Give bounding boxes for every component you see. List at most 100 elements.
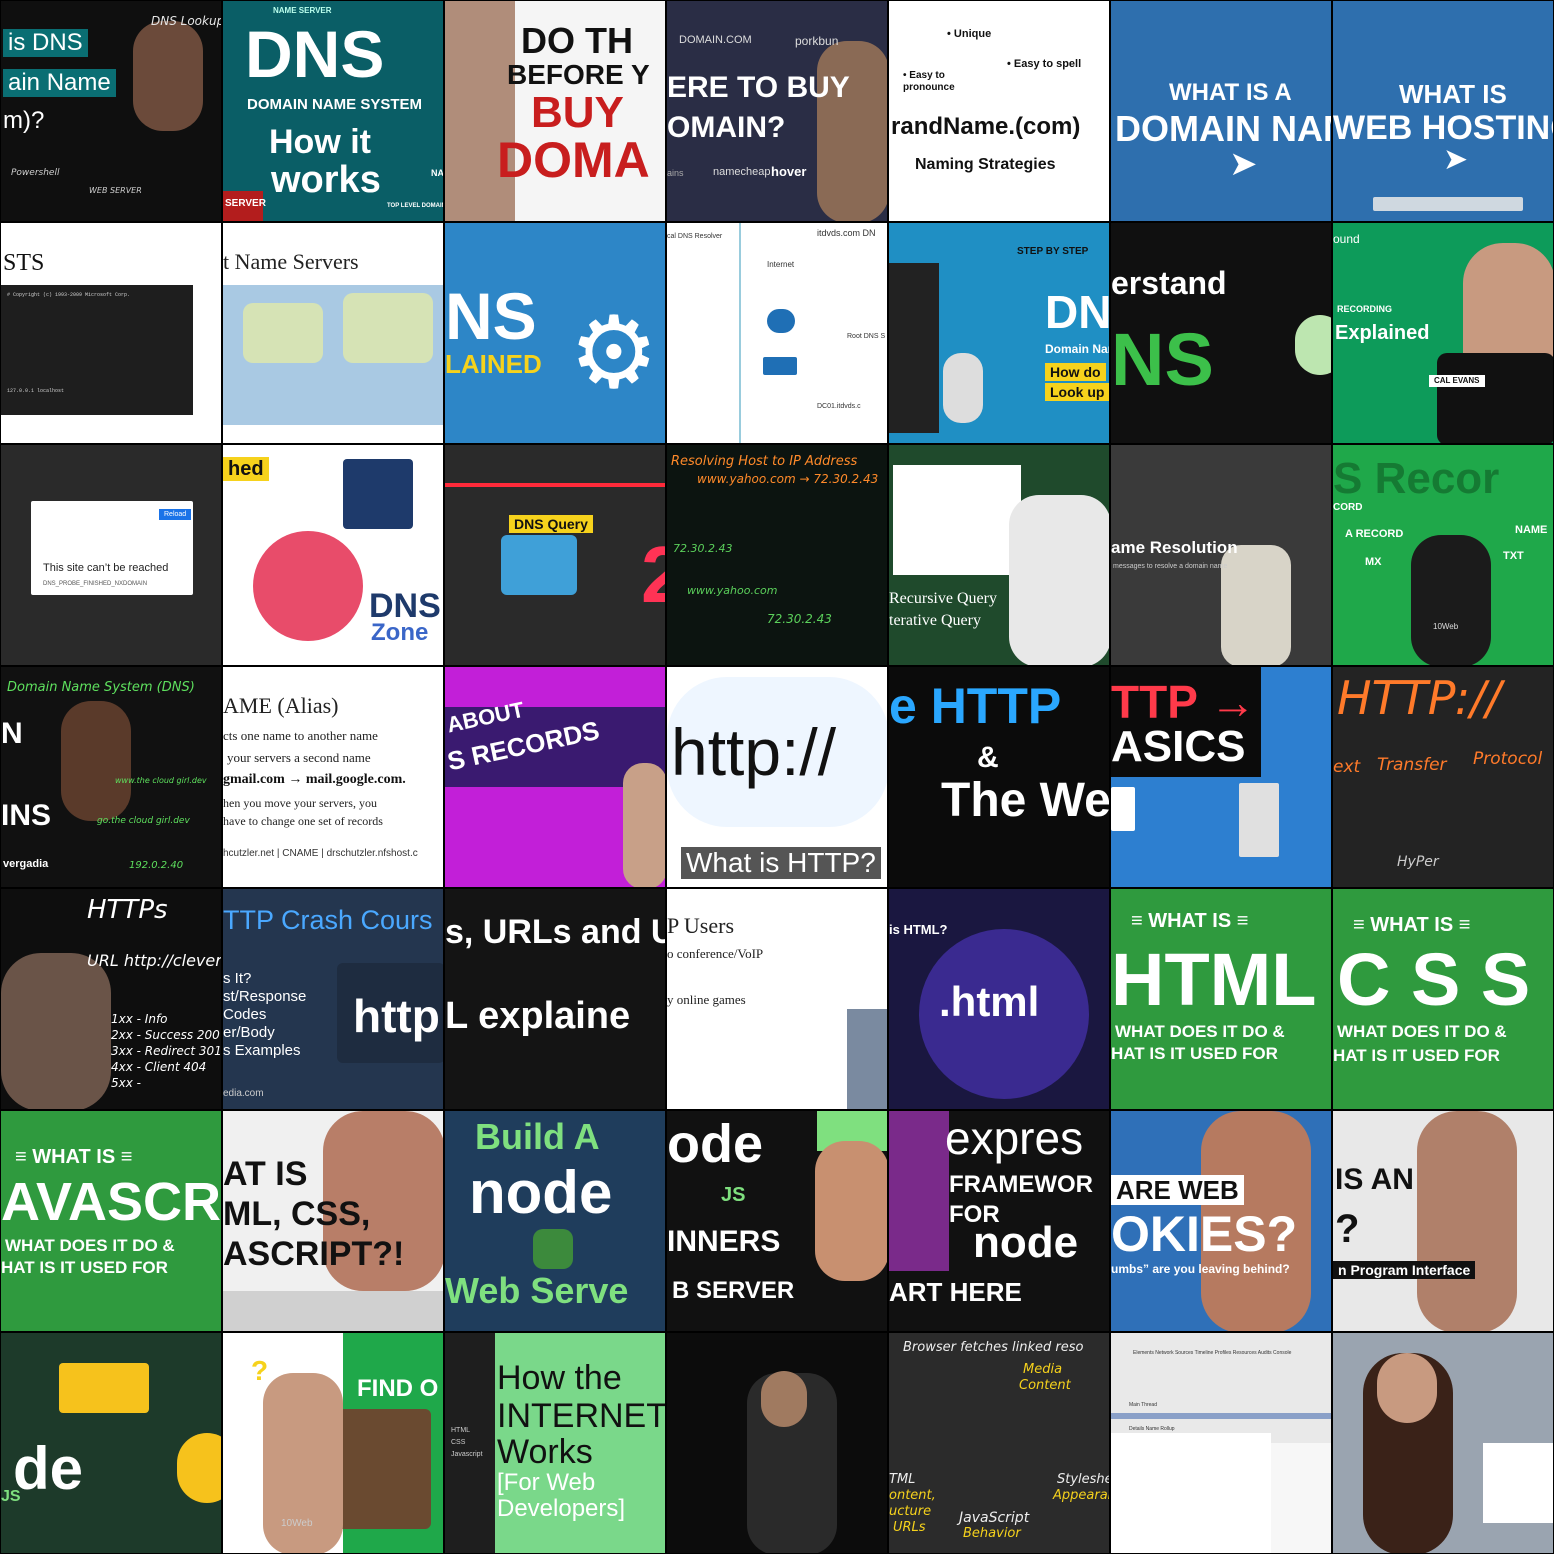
thumbnail-text: have to change one set of records [223, 814, 383, 828]
thumbnail-text: ➤ [1443, 143, 1469, 176]
video-thumbnail[interactable]: ound RECORDING Explained CAL EVANS [1332, 222, 1554, 444]
video-thumbnail[interactable]: ≡ WHAT IS ≡ HTML WHAT DOES IT DO & HAT IS I… [1110, 888, 1332, 1110]
thumbnail-figure [323, 1111, 443, 1291]
video-thumbnail[interactable] [1332, 1332, 1554, 1554]
thumbnail-text: MX [1365, 556, 1382, 568]
video-thumbnail[interactable]: ARE WEB OKIES? umbs” are you leaving behin… [1110, 1110, 1332, 1332]
video-thumbnail[interactable]: expres FRAMEWOR FOR node ART HERE [888, 1110, 1110, 1332]
thumbnail-text: s, URLs and U [445, 913, 666, 951]
video-thumbnail[interactable]: TTP → ASICS [1110, 666, 1332, 888]
video-thumbnail[interactable]: e HTTP & The We [888, 666, 1110, 888]
thumbnail-text: AT IS [223, 1155, 308, 1193]
thumbnail-text: DOMAIN NAME? [1115, 108, 1331, 149]
thumbnail-figure [919, 929, 1089, 1099]
video-thumbnail[interactable]: DOMAIN.COM porkbun ERE TO BUY OMAIN? ains nam… [666, 0, 888, 222]
video-thumbnail[interactable] [666, 1332, 888, 1554]
thumbnail-text: 127.0.0.1 localhost [7, 388, 65, 394]
thumbnail-figure [623, 763, 665, 887]
thumbnail-text: s Examples [223, 1042, 301, 1059]
thumbnail-text: TTP → [1111, 676, 1256, 728]
video-thumbnail[interactable]: DNS Query 2 [444, 444, 666, 666]
thumbnail-figure [893, 465, 1021, 575]
video-thumbnail[interactable]: FIND O 10Web? [222, 1332, 444, 1554]
video-thumbnail[interactable]: TTP Crash Cours s It? st/Response Codes er/B… [222, 888, 444, 1110]
thumbnail-text: Internet [767, 260, 795, 269]
video-thumbnail[interactable]: t Name Servers [222, 222, 444, 444]
video-thumbnail[interactable]: IS AN? n Program Interface [1332, 1110, 1554, 1332]
video-thumbnail[interactable]: Resolving Host to IP Address www.yahoo.co… [666, 444, 888, 666]
thumbnail-text: ain Name [3, 69, 116, 97]
thumbnail-figure [445, 1333, 495, 1553]
video-thumbnail[interactable]: • Unique • Easy to spell • Easy to pronounc… [888, 0, 1110, 222]
video-thumbnail[interactable]: Reload This site can’t be reached DNS_PROB… [0, 444, 222, 666]
thumbnail-text: messages to resolve a domain name [1113, 563, 1228, 570]
video-thumbnail[interactable]: http:// What is HTTP? [666, 666, 888, 888]
video-thumbnail[interactable]: erstand NS [1110, 222, 1332, 444]
thumbnail-text: DOMAIN NAME SYSTEM [247, 96, 423, 113]
thumbnail-text: your servers a second name [227, 750, 371, 765]
video-thumbnail[interactable]: STEP BY STEP DN Domain Nam How do Look up [888, 222, 1110, 444]
thumbnail-text: cal DNS Resolver [667, 233, 723, 240]
thumbnail-text: P Users [667, 913, 735, 938]
video-thumbnail[interactable]: itdvds.com DN cal DNS Resolver Internet Roo… [666, 222, 888, 444]
video-thumbnail[interactable]: is DNS ain Name m)? DNS Lookup WEB SERVER Pow… [0, 0, 222, 222]
video-thumbnail[interactable]: Elements Network Sources Timeline Profil… [1110, 1332, 1332, 1554]
thumbnail-text: Styleshe [1057, 1472, 1110, 1487]
video-thumbnail[interactable]: AT IS ML, CSS, ASCRIPT?! [222, 1110, 444, 1332]
video-thumbnail[interactable]: de JS [0, 1332, 222, 1554]
video-thumbnail[interactable]: STS # Copyright (c) 1993-2009 Microsoft C… [0, 222, 222, 444]
thumbnail-text: FIND O [357, 1375, 439, 1402]
thumbnail-figure [1, 285, 193, 415]
thumbnail-text: erstand [1111, 265, 1227, 301]
video-thumbnail[interactable]: ABOUT S RECORDS [444, 666, 666, 888]
thumbnail-text: DOMA [497, 132, 650, 188]
thumbnail-text: ucture [889, 1504, 932, 1519]
thumbnail-figure [253, 531, 363, 641]
video-thumbnail[interactable]: HTTP:// ext Transfer Protocol HyPer [1332, 666, 1554, 888]
thumbnail-text: Appearan [1053, 1488, 1110, 1503]
thumbnail-text: The We [941, 774, 1110, 827]
thumbnail-text: DNS [245, 17, 385, 91]
video-thumbnail[interactable]: HTTPs URL http://clevertech 1xx - Info 2xx … [0, 888, 222, 1110]
thumbnail-text: B SERVER [667, 1277, 800, 1305]
video-thumbnail[interactable]: Recursive Query terative Query [888, 444, 1110, 666]
thumbnail-text: edia.com [223, 1088, 264, 1099]
video-thumbnail[interactable]: ≡ WHAT IS ≡ C S S WHAT DOES IT DO & HAT IS … [1332, 888, 1554, 1110]
video-thumbnail[interactable]: hed DNS Zone [222, 444, 444, 666]
thumbnail-text: go.the cloud girl.dev [97, 816, 190, 826]
video-thumbnail[interactable]: P Users o conference/VoIP y online games [666, 888, 888, 1110]
thumbnail-text: RECORDING [1337, 304, 1393, 314]
thumbnail-text: ML, CSS, [223, 1195, 371, 1233]
thumbnail-text: Domain Nam [1045, 342, 1109, 356]
video-thumbnail[interactable]: AME (Alias) cts one name to another name y… [222, 666, 444, 888]
video-thumbnail[interactable]: is HTML? .html [888, 888, 1110, 1110]
thumbnail-text: 192.0.2.40 [129, 860, 184, 871]
thumbnail-text: CAL EVANS [1429, 375, 1485, 387]
thumbnail-text: ode [667, 1114, 764, 1174]
video-thumbnail[interactable]: ≡ WHAT IS ≡ AVASCRIP WHAT DOES IT DO & HAT … [0, 1110, 222, 1332]
video-thumbnail[interactable]: DO TH BEFORE Y BUY DOMA [444, 0, 666, 222]
video-thumbnail[interactable]: NAME SERVER DNS DOMAIN NAME SYSTEM How it wo… [222, 0, 444, 222]
thumbnail-text: www.yahoo.com → 72.30.2.43 [697, 472, 879, 486]
thumbnail-figure [1111, 667, 1261, 777]
video-thumbnail[interactable]: s, URLs and U L explaine [444, 888, 666, 1110]
thumbnail-figure [333, 1409, 431, 1529]
video-thumbnail[interactable]: NS LAINED ⚙ [444, 222, 666, 444]
video-thumbnail[interactable]: Domain Name System (DNS) N INS www.the clou… [0, 666, 222, 888]
thumbnail-text: hen you move your servers, you [223, 796, 377, 810]
video-thumbnail[interactable]: ame Resolution messages to resolve a doma… [1110, 444, 1332, 666]
video-thumbnail[interactable]: Browser fetches linked reso Media Content T… [888, 1332, 1110, 1554]
thumbnail-text: TML [889, 1472, 916, 1487]
thumbnail-text: NAME [1515, 524, 1548, 536]
thumbnail-text: ound [1333, 232, 1360, 246]
video-thumbnail[interactable]: S Recor CORD A RECORD MX NAME TXT 10Web [1332, 444, 1554, 666]
thumbnail-text: Elements Network Sources Timeline Profil… [1133, 1350, 1292, 1356]
thumbnail-text: STS [3, 250, 45, 276]
thumbnail-text: Behavior [963, 1526, 1021, 1541]
thumbnail-text: works [271, 159, 381, 201]
video-thumbnail[interactable]: How the INTERNET Works [For Web Developers] H… [444, 1332, 666, 1554]
video-thumbnail[interactable]: ode JS INNERS B SERVER [666, 1110, 888, 1332]
